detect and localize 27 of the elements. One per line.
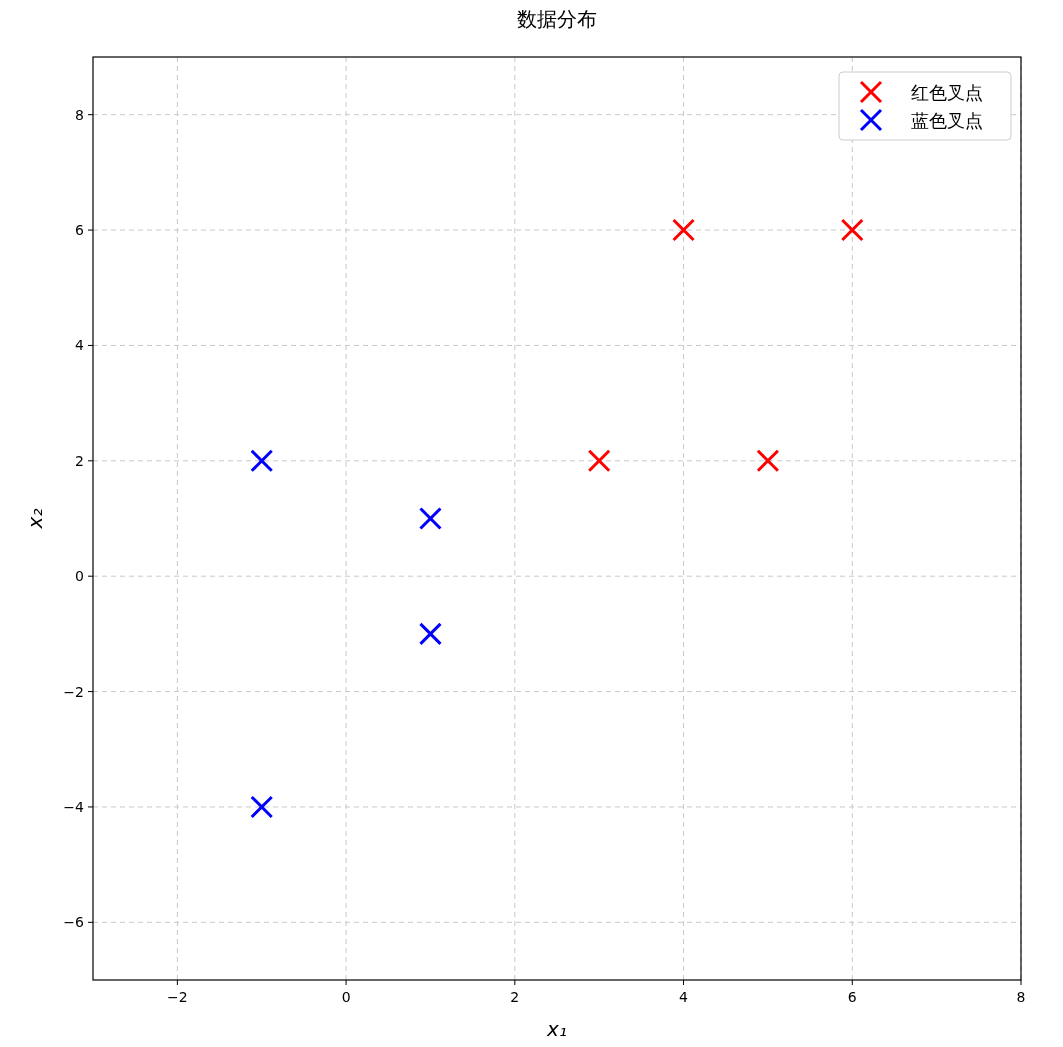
point: [672, 218, 696, 242]
x-tick-label: 6: [847, 989, 857, 1005]
y-tick-label: −4: [63, 798, 85, 815]
x-tick-label: 8: [1016, 989, 1026, 1005]
legend-label: 蓝色叉点: [911, 110, 983, 131]
point: [418, 507, 442, 530]
point: [250, 449, 274, 473]
x-tick-label: 2: [510, 989, 520, 1005]
x-axis-title: x₁: [546, 1017, 567, 1041]
y-tick-label: −6: [63, 914, 85, 931]
legend-label: 红色叉点: [911, 82, 983, 103]
y-tick-label: 6: [75, 222, 85, 239]
y-tick-label: 4: [75, 337, 85, 354]
x-tick-label: 0: [341, 989, 351, 1005]
point: [418, 622, 442, 646]
x-tick-label: 4: [679, 989, 689, 1005]
y-tick-label: −2: [63, 683, 84, 700]
point: [250, 795, 274, 819]
point: [840, 218, 864, 242]
point: [756, 449, 780, 473]
y-tick-label: 0: [75, 568, 84, 585]
y-axis-title: x₂: [23, 508, 47, 530]
y-tick-label: 8: [75, 106, 84, 123]
point: [587, 449, 611, 473]
y-tick-label: 2: [75, 452, 84, 469]
x-tick-label: −2: [167, 989, 188, 1005]
chart-title: 数据分布: [517, 7, 597, 31]
